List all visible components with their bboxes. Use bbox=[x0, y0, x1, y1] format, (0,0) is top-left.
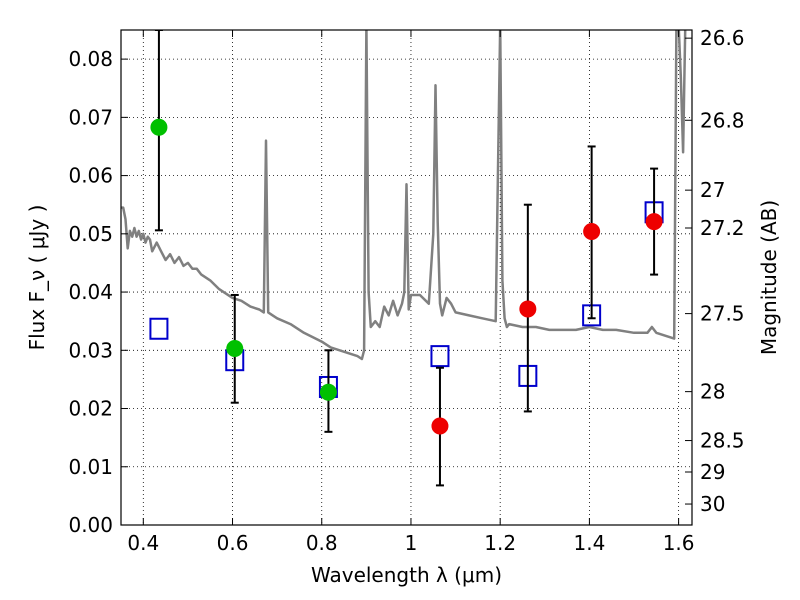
x-tick-label: 0.4 bbox=[127, 531, 159, 555]
y-tick-label: 0.03 bbox=[68, 338, 113, 362]
y-tick-label: 0.01 bbox=[68, 455, 113, 479]
x-tick-label: 1 bbox=[405, 531, 418, 555]
x-tick-label: 0.8 bbox=[306, 531, 338, 555]
right-axis-label: Magnitude (AB) bbox=[757, 200, 781, 355]
right-tick-label: 26.8 bbox=[700, 108, 745, 132]
x-axis-label: Wavelength λ (μm) bbox=[311, 563, 502, 587]
x-tick-label: 1.6 bbox=[663, 531, 695, 555]
y-tick-label: 0.04 bbox=[68, 280, 113, 304]
right-tick-label: 27.5 bbox=[700, 302, 745, 326]
observed-flux-point bbox=[583, 222, 601, 240]
right-tick-label: 27.2 bbox=[700, 216, 745, 240]
y-tick-label: 0.08 bbox=[68, 47, 113, 71]
observed-flux-point bbox=[319, 383, 337, 401]
y-tick-label: 0.07 bbox=[68, 105, 113, 129]
observed-flux-point bbox=[645, 213, 663, 231]
right-tick-label: 28.5 bbox=[700, 429, 745, 453]
plot-area bbox=[121, 30, 687, 487]
x-tick-label: 0.6 bbox=[217, 531, 249, 555]
y-tick-label: 0.02 bbox=[68, 397, 113, 421]
right-tick-label: 29 bbox=[700, 460, 725, 484]
right-tick-label: 27 bbox=[700, 178, 725, 202]
x-tick-label: 1.4 bbox=[573, 531, 605, 555]
observed-flux-point bbox=[150, 118, 168, 136]
model-photometry-square bbox=[149, 317, 169, 340]
observed-flux-point bbox=[519, 300, 537, 318]
observed-flux-point bbox=[226, 340, 244, 358]
y-tick-label: 0.05 bbox=[68, 222, 113, 246]
axis-ticks: 0.4 0.6 0.8 1 1.2 1.4 1.6 0.00 0.01 0.02 0.03 0.04 0… bbox=[68, 26, 744, 555]
right-tick-label: 28 bbox=[700, 380, 725, 404]
x-tick-label: 1.2 bbox=[484, 531, 516, 555]
model-spectrum-line bbox=[121, 30, 687, 361]
right-tick-label: 26.6 bbox=[700, 26, 745, 50]
plot-frame bbox=[120, 29, 693, 526]
observed-flux-point bbox=[431, 417, 449, 435]
y-tick-label: 0.00 bbox=[68, 513, 113, 537]
model-photometry-square bbox=[430, 345, 450, 368]
y-axis-label: Flux F_ν ( μJy ) bbox=[25, 205, 49, 351]
grid-lines bbox=[121, 30, 692, 526]
y-tick-label: 0.06 bbox=[68, 164, 113, 188]
right-tick-label: 30 bbox=[700, 492, 725, 516]
